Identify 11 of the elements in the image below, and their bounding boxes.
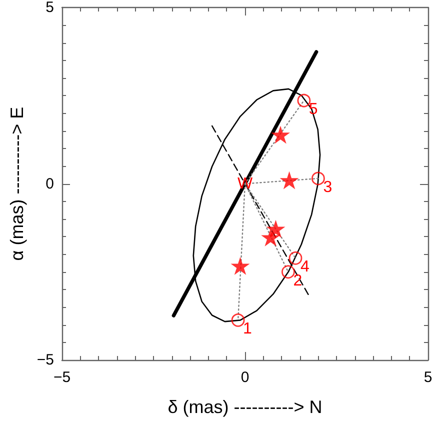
y-tick-label: 0 <box>46 175 54 192</box>
y-tick-label: 5 <box>46 0 54 16</box>
x-tick-label: 5 <box>424 369 432 386</box>
annotation: 4 <box>300 258 310 276</box>
annotation: 2 <box>293 272 302 290</box>
y-axis-title: α (mas) ----------> E <box>7 106 27 261</box>
annotation: 1 <box>243 320 252 338</box>
y-tick-label: −5 <box>36 352 54 368</box>
x-axis-title: δ (mas) ----------> N <box>168 397 322 417</box>
x-tick-label: 0 <box>240 369 250 386</box>
annotation: 3 <box>323 178 332 196</box>
